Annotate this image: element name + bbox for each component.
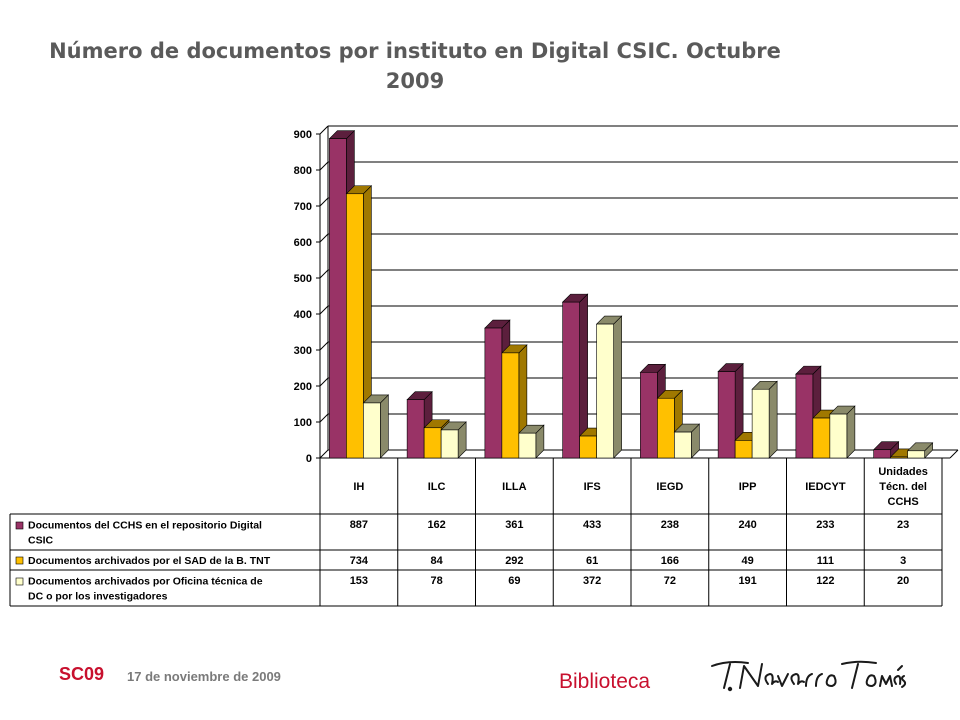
bar [674,431,692,459]
grid-depth-line [319,197,329,207]
bar [406,399,425,459]
data-label: 84 [431,555,444,567]
data-label: 240 [738,519,756,531]
bar [363,402,381,459]
data-label: 69 [508,575,520,587]
chart-title-line1: Número de documentos por instituto en Di… [49,39,781,63]
signature-image [711,660,907,692]
bar [751,388,770,459]
y-tick-label: 900 [294,129,312,141]
data-label: 153 [350,575,368,587]
grid-depth-line [319,377,329,387]
x-tick-label: IH [353,481,364,493]
y-tick-label: 800 [294,165,312,177]
footer-library: Biblioteca [559,670,651,693]
grid-depth-line [319,341,329,351]
x-tick-label: Unidades [878,466,928,478]
data-label: 122 [816,575,834,587]
data-label: 162 [427,519,445,531]
bar [734,440,753,459]
data-label: 166 [661,555,679,567]
bar [873,449,891,459]
x-tick-label: IEGD [656,481,683,493]
bar-side [380,394,389,459]
data-label: 78 [431,575,443,587]
y-tick-label: 300 [294,345,312,357]
data-label: 23 [897,519,909,531]
x-tick-label: IFS [584,481,601,493]
legend-key [15,577,24,586]
y-tick-label: 0 [306,453,312,465]
legend-label: DC o por los investigadores [28,591,168,603]
data-label: 372 [583,575,601,587]
grid-depth-line [319,413,329,423]
x-tick-label: IEDCYT [805,481,846,493]
grid-depth-line [319,305,329,315]
bar [518,432,537,459]
data-label: 61 [586,555,598,567]
data-label: 292 [505,555,523,567]
legend-key [15,556,24,565]
grid-depth-line [319,161,329,171]
data-label: 233 [816,519,834,531]
legend-label: Documentos del CCHS en el repositorio Di… [28,520,262,532]
bar-side [768,380,778,459]
bar [795,373,814,459]
legend-label: Documentos archivados por Oficina técnic… [28,576,263,588]
x-tick-label: IPP [739,481,757,493]
chart-title: Número de documentos por instituto en Di… [40,36,790,96]
bar [346,193,364,459]
bar [562,301,580,459]
data-label: 887 [350,519,368,531]
y-tick-label: 400 [294,309,312,321]
footer-code: SC09 [59,664,105,684]
bar [890,456,908,459]
bar-side [846,405,856,459]
grid-depth-line [319,449,329,459]
bar [596,323,614,459]
data-label: 49 [742,555,754,567]
grid-depth-line [319,269,329,279]
y-tick-label: 500 [294,273,312,285]
data-label: 734 [350,555,369,567]
y-tick-label: 100 [294,417,312,429]
x-tick-label: ILLA [502,481,526,493]
legend-label: CSIC [28,535,54,547]
bar-side [613,315,622,459]
bar [579,435,597,459]
bar [501,352,520,459]
bar [329,138,347,459]
grid-depth-line [319,125,329,135]
bar [640,372,658,459]
y-tick-label: 600 [294,237,312,249]
data-label: 72 [664,575,676,587]
bar [440,429,459,459]
floor-edge [949,449,959,459]
data-label: 433 [583,519,601,531]
data-label: 191 [738,575,756,587]
legend-key [15,521,24,530]
data-label: 20 [897,575,909,587]
data-label: 361 [505,519,523,531]
bar [717,371,736,459]
x-tick-label: ILC [428,481,446,493]
bar [657,397,675,459]
bar [484,327,503,459]
y-tick-label: 200 [294,381,312,393]
data-label: 111 [817,555,834,567]
footer-date: 17 de noviembre de 2009 [127,669,281,684]
bar [812,417,831,459]
chart-title-line2: 2009 [385,69,445,93]
legend-label: Documentos archivados por el SAD de la B… [28,555,271,567]
bar [423,427,442,459]
bar [907,450,925,459]
grid-depth-line [319,233,329,243]
bar [829,413,848,459]
y-tick-label: 700 [294,201,312,213]
x-tick-label: CCHS [888,496,919,508]
data-label: 3 [900,555,906,567]
data-label: 238 [661,519,679,531]
x-tick-label: Técn. del [879,481,927,493]
